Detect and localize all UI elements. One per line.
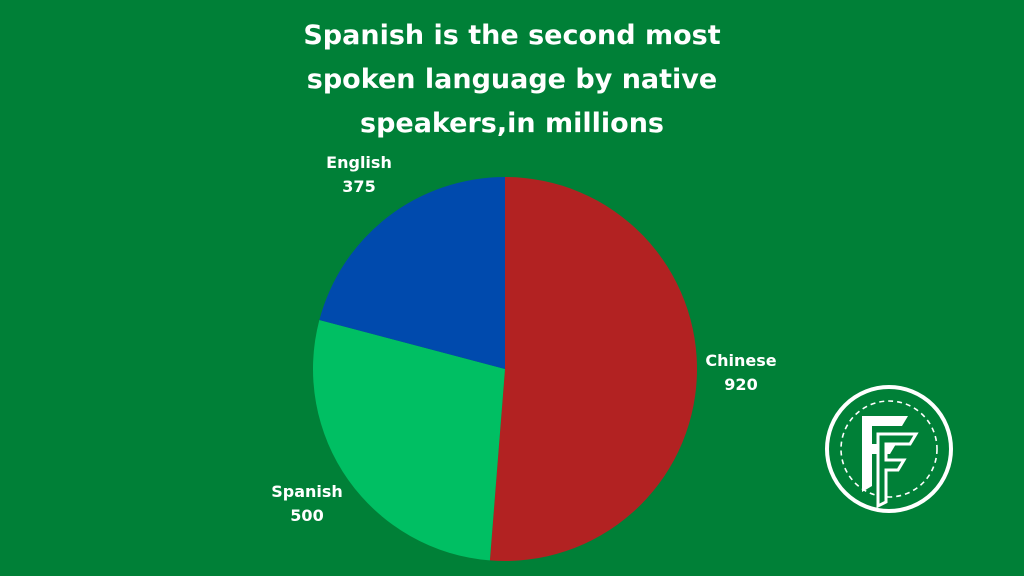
slice-label-chinese: Chinese [705,351,776,370]
chart-title-line-2: spoken language by native [306,64,718,95]
fp-logo-icon [825,385,953,513]
slice-value-english: 375 [342,177,375,196]
slice-label-english: English [326,153,392,172]
slice-value-spanish: 500 [290,506,323,525]
slice-label-spanish: Spanish [271,482,343,501]
pie-labels: Chinese 920 Spanish 500 English 375 [271,153,777,525]
slice-value-chinese: 920 [724,375,757,394]
pie-slices [313,177,697,561]
chart-title: Spanish is the second most spoken langua… [262,14,762,146]
chart-title-line-3: speakers,in millions [360,108,664,139]
pie-slice-spanish [313,319,505,561]
pie-slice-english [319,177,505,369]
pie-slice-chinese [489,177,697,561]
chart-title-line-1: Spanish is the second most [303,20,721,51]
